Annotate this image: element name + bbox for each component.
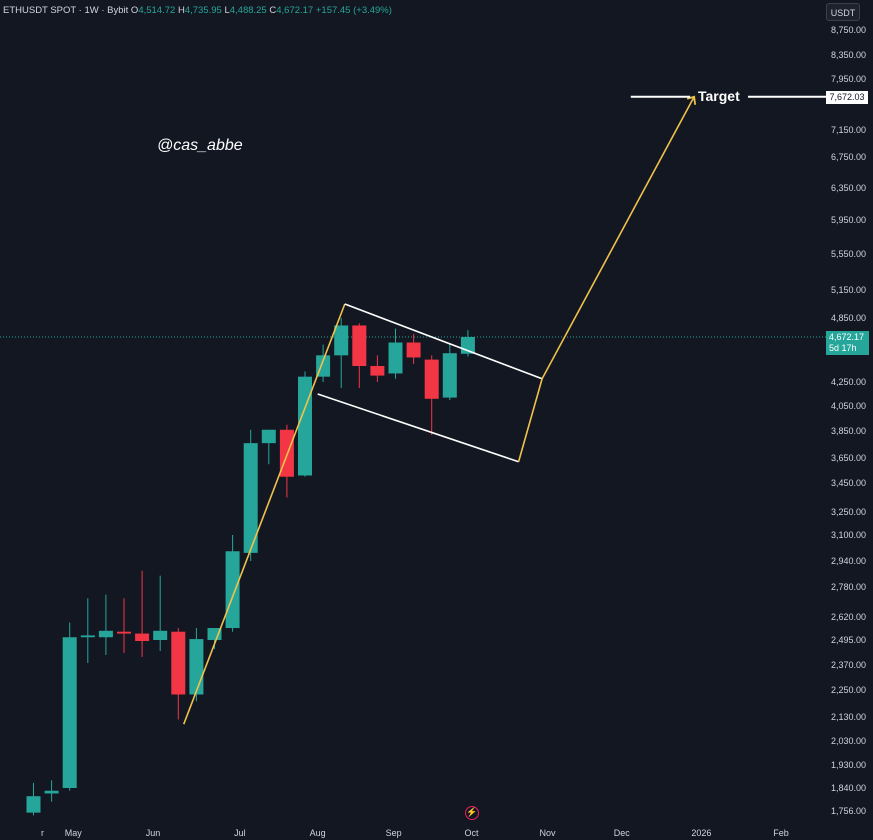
bar-countdown: 5d 17h bbox=[829, 343, 857, 353]
y-tick-label: 2,130.00 bbox=[831, 712, 866, 722]
low-label: L bbox=[224, 5, 230, 16]
candle-body bbox=[62, 637, 77, 788]
candle-body bbox=[243, 443, 258, 553]
change-value: +157.45 (+3.49%) bbox=[315, 5, 392, 16]
y-tick-label: 2,940.00 bbox=[831, 556, 866, 566]
low-value: 4,488.25 bbox=[229, 5, 267, 16]
candle-body bbox=[117, 631, 131, 634]
y-tick-label: 4,850.00 bbox=[831, 313, 866, 323]
candle-body bbox=[153, 630, 168, 640]
candle-body bbox=[26, 796, 41, 813]
y-tick-label: 2,495.00 bbox=[831, 635, 866, 645]
candle-body bbox=[406, 342, 421, 358]
y-tick-label: 5,150.00 bbox=[831, 285, 866, 295]
y-tick-label: 4,050.00 bbox=[831, 401, 866, 411]
close-value: 4,672.17 bbox=[276, 5, 314, 16]
high-label: H bbox=[177, 5, 185, 16]
trend-line[interactable] bbox=[182, 303, 346, 725]
x-tick-label: Jun bbox=[146, 828, 161, 838]
close-label: C bbox=[269, 5, 277, 16]
y-tick-label: 3,650.00 bbox=[831, 453, 866, 463]
high-value: 4,735.95 bbox=[184, 5, 222, 16]
x-tick-label: Aug bbox=[310, 828, 326, 838]
candle-body bbox=[334, 325, 349, 356]
x-tick-label: 2026 bbox=[691, 828, 711, 838]
candle-body bbox=[298, 376, 312, 476]
channel-lower-line[interactable] bbox=[317, 393, 519, 463]
author-watermark: @cas_abbe bbox=[157, 137, 243, 154]
candle-body bbox=[135, 633, 150, 641]
y-tick-label: 3,100.00 bbox=[831, 530, 866, 540]
channel-upper-line[interactable] bbox=[344, 303, 543, 380]
y-tick-label: 1,840.00 bbox=[831, 783, 866, 793]
candle-body bbox=[44, 790, 59, 794]
current-price-tag: 4,672.17 5d 17h bbox=[826, 331, 869, 355]
y-tick-label: 2,370.00 bbox=[831, 660, 866, 670]
y-tick-label: 2,030.00 bbox=[831, 736, 866, 746]
flash-icon[interactable]: ⚡ bbox=[465, 806, 479, 820]
y-tick-label: 8,350.00 bbox=[831, 50, 866, 60]
candle-body bbox=[370, 366, 385, 376]
currency-button[interactable]: USDT bbox=[826, 3, 860, 21]
open-label: O bbox=[130, 5, 139, 16]
candle-body bbox=[424, 359, 439, 399]
open-value: 4,514.72 bbox=[138, 5, 176, 16]
y-tick-label: 3,450.00 bbox=[831, 478, 866, 488]
candle-body bbox=[388, 342, 403, 374]
y-tick-label: 8,750.00 bbox=[831, 25, 866, 35]
symbol-header: ETHUSDT SPOT · 1W · Bybit O4,514.72 H4,7… bbox=[3, 5, 392, 16]
y-tick-label: 1,756.00 bbox=[831, 806, 866, 816]
candle-body bbox=[352, 325, 367, 366]
x-tick-label: Sep bbox=[386, 828, 402, 838]
time-axis[interactable]: r May Jun Jul Aug Sep Oct Nov Dec 2026 Feb bbox=[41, 828, 789, 838]
candle-body bbox=[261, 429, 276, 444]
x-tick-label: May bbox=[65, 828, 83, 838]
projection-arrowhead bbox=[686, 95, 697, 105]
y-tick-label: 4,250.00 bbox=[831, 377, 866, 387]
y-tick-label: 6,750.00 bbox=[831, 152, 866, 162]
x-tick-label: Nov bbox=[540, 828, 557, 838]
candle-body bbox=[80, 635, 95, 638]
x-tick-label: Feb bbox=[773, 828, 789, 838]
candle-body bbox=[442, 353, 457, 398]
candle-body bbox=[225, 551, 240, 629]
x-tick-label: Dec bbox=[614, 828, 631, 838]
price-axis[interactable]: 8,750.00 8,350.00 7,950.00 7,150.00 6,750.00… bbox=[831, 25, 866, 816]
symbol-title: ETHUSDT SPOT · 1W · Bybit bbox=[3, 5, 129, 16]
x-tick-label: Oct bbox=[465, 828, 480, 838]
y-tick-label: 5,950.00 bbox=[831, 215, 866, 225]
y-tick-label: 3,850.00 bbox=[831, 426, 866, 436]
y-tick-label: 7,150.00 bbox=[831, 125, 866, 135]
projection-path[interactable] bbox=[517, 96, 695, 462]
y-tick-label: 6,350.00 bbox=[831, 183, 866, 193]
y-tick-label: 2,620.00 bbox=[831, 612, 866, 622]
candle-body bbox=[189, 639, 204, 695]
target-label: Target bbox=[698, 88, 740, 104]
y-tick-label: 2,250.00 bbox=[831, 685, 866, 695]
candle-body bbox=[207, 628, 222, 640]
current-price-value: 4,672.17 bbox=[829, 332, 865, 342]
y-tick-label: 3,250.00 bbox=[831, 507, 866, 517]
x-tick-label: r bbox=[41, 828, 44, 838]
annotations-layer bbox=[182, 95, 839, 725]
x-tick-label: Jul bbox=[234, 828, 246, 838]
target-price-tag: 7,672.03 bbox=[826, 91, 868, 104]
y-tick-label: 7,950.00 bbox=[831, 74, 866, 84]
y-tick-label: 5,550.00 bbox=[831, 249, 866, 259]
y-tick-label: 2,780.00 bbox=[831, 582, 866, 592]
candles-layer bbox=[26, 318, 475, 816]
candle-body bbox=[98, 630, 113, 638]
y-tick-label: 1,930.00 bbox=[831, 760, 866, 770]
candle-body bbox=[171, 631, 186, 695]
